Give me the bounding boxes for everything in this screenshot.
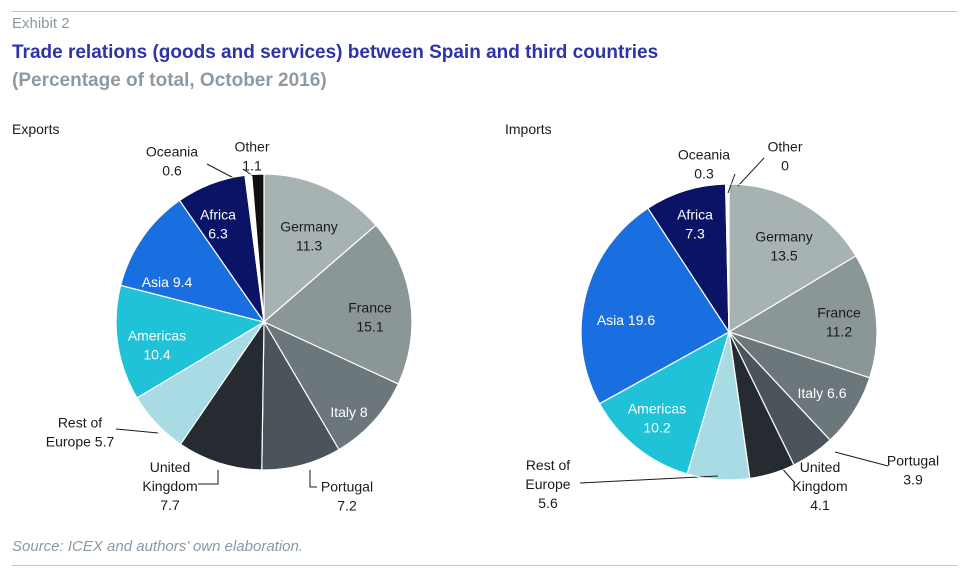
imports-label-rest-of-europe: Rest of Europe 5.6 <box>525 457 570 511</box>
exports-label-africa: Africa 6.3 <box>200 207 236 242</box>
imports-leader-united-kingdom <box>779 465 795 483</box>
top-rule <box>12 11 957 12</box>
exports-leader-oceania <box>206 163 246 185</box>
imports-label-france: France 11.2 <box>817 305 861 340</box>
source-note: Source: ICEX and authors’ own elaboratio… <box>12 538 304 555</box>
chart-title: Trade relations (goods and services) bet… <box>12 42 659 63</box>
imports-pie: Imports Germany 13.5 France 11.2 Italy 6.6 Por… <box>505 121 939 513</box>
imports-label-oceania: Oceania 0.3 <box>678 147 730 182</box>
exports-label-germany: Germany 11.3 <box>280 219 338 254</box>
exports-label-oceania: Oceania 0.6 <box>146 144 198 179</box>
imports-leader-portugal <box>834 451 889 467</box>
imports-label-portugal: Portugal 3.9 <box>887 453 939 488</box>
imports-outline <box>580 183 878 481</box>
exports-label-asia: Asia 9.4 <box>142 274 193 290</box>
imports-leader-rest-of-europe <box>579 475 719 484</box>
exports-title: Exports <box>12 121 59 137</box>
exports-pie: Exports Germany 11.3 France 15.1 Italy 8 Portu… <box>12 121 413 514</box>
imports-label-africa: Africa 7.3 <box>677 207 713 242</box>
bottom-rule <box>12 565 957 566</box>
imports-title: Imports <box>505 121 552 137</box>
imports-label-germany: Germany 13.5 <box>755 229 813 264</box>
exhibit-label: Exhibit 2 <box>12 15 70 32</box>
exports-label-united-kingdom: United Kingdom 7.7 <box>142 459 197 513</box>
exports-label-france: France 15.1 <box>348 300 392 335</box>
imports-label-italy: Italy 6.6 <box>797 385 846 401</box>
exports-leader-rest-of-europe <box>115 428 159 434</box>
imports-label-other: Other 0 <box>767 139 802 174</box>
exports-label-americas: Americas 10.4 <box>128 328 186 363</box>
exports-label-other: Other 1.1 <box>234 139 269 174</box>
imports-label-united-kingdom: United Kingdom 4.1 <box>792 459 847 513</box>
exports-label-italy: Italy 8 <box>330 404 368 420</box>
exports-label-portugal: Portugal 7.2 <box>321 479 373 514</box>
imports-label-americas: Americas 10.2 <box>628 401 686 436</box>
exports-outline <box>115 173 413 471</box>
chart-subtitle: (Percentage of total, October 2016) <box>12 70 327 91</box>
imports-leader-other <box>737 157 765 187</box>
exports-leader-united-kingdom <box>198 470 219 485</box>
imports-leader-oceania <box>727 173 736 194</box>
exports-label-rest-of-europe: Rest of Europe 5.7 <box>46 415 115 450</box>
exports-leader-portugal <box>309 470 317 488</box>
imports-label-asia: Asia 19.6 <box>597 312 656 328</box>
